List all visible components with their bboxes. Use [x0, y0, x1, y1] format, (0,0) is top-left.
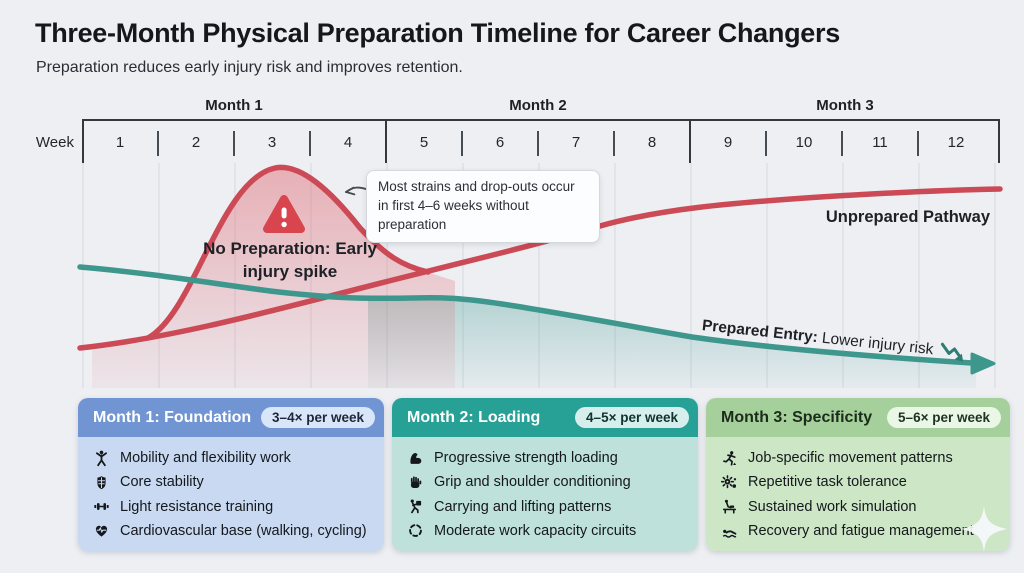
month-1-card-header: Month 1: Foundation 3–4× per week	[78, 398, 384, 437]
month-2-card-header: Month 2: Loading 4–5× per week	[392, 398, 698, 437]
month-3-card-body: Job-specific movement patterns Repetitiv…	[706, 437, 1010, 551]
prepared-entry-label: Prepared Entry: Lower injury risk	[701, 316, 992, 366]
list-item: Cardiovascular base (walking, cycling)	[93, 519, 374, 543]
prepared-arrowhead	[970, 352, 996, 375]
week-number: 11	[872, 134, 888, 151]
month-1-card: Month 1: Foundation 3–4× per week Mobili…	[78, 398, 384, 551]
month-3-label: Month 3	[816, 97, 874, 114]
dumbbell-icon	[94, 503, 109, 511]
heart-pulse-icon	[95, 526, 108, 537]
month-2-card: Month 2: Loading 4–5× per week Progressi…	[392, 398, 698, 551]
sparkle-icon	[961, 506, 1007, 552]
list-item: Carrying and lifting patterns	[407, 495, 688, 519]
card-title: Month 1: Foundation	[93, 408, 252, 426]
week-number: 2	[191, 134, 201, 151]
week-number: 7	[571, 134, 581, 151]
page-subtitle: Preparation reduces early injury risk an…	[36, 59, 463, 76]
stretch-person-icon	[96, 450, 107, 466]
list-item: Mobility and flexibility work	[93, 446, 374, 470]
unprepared-pathway-label: Unprepared Pathway	[825, 208, 990, 226]
axis-tick	[82, 119, 84, 163]
axis-tick	[998, 119, 1000, 163]
week-tick	[233, 131, 235, 156]
unprepared-spike-curve	[145, 164, 431, 341]
recovery-rest-icon	[722, 530, 737, 539]
list-item: Light resistance training	[93, 495, 374, 519]
week-tick	[157, 131, 159, 156]
month-1-label: Month 1	[205, 97, 263, 114]
list-item: Sustained work simulation	[721, 495, 1000, 519]
circuit-loop-icon	[409, 524, 422, 538]
list-item: Moderate work capacity circuits	[407, 519, 688, 543]
month-3-card-header: Month 3: Specificity 5–6× per week	[706, 398, 1010, 437]
month-axis-line	[82, 119, 1000, 121]
gears-icon	[721, 474, 737, 489]
week-number: 9	[723, 134, 733, 151]
month-3-card: Month 3: Specificity 5–6× per week Job-s…	[706, 398, 1010, 551]
week-number: 4	[343, 134, 353, 151]
month-2-card-body: Progressive strength loading Grip and sh…	[392, 437, 698, 551]
week-number: 12	[947, 134, 965, 151]
carry-person-icon	[410, 499, 422, 514]
prepared-curve	[77, 264, 975, 366]
week-number: 10	[795, 134, 813, 151]
week-tick	[765, 131, 767, 156]
trend-down-arrow-icon	[940, 342, 963, 362]
frequency-badge: 4–5× per week	[575, 407, 689, 428]
list-item: Job-specific movement patterns	[721, 446, 1000, 470]
glove-hand-icon	[410, 476, 422, 488]
frequency-badge: 5–6× per week	[887, 407, 1001, 428]
list-item: Grip and shoulder conditioning	[407, 470, 688, 494]
list-item: Progressive strength loading	[407, 446, 688, 470]
week-tick	[537, 131, 539, 156]
spike-label: No Preparation: Early injury spike	[203, 239, 377, 281]
week-tick	[917, 131, 919, 156]
month-2-label: Month 2	[509, 97, 567, 114]
card-title: Month 3: Specificity	[721, 408, 873, 426]
week-tick	[841, 131, 843, 156]
week-number: 5	[419, 134, 429, 151]
week-number: 6	[495, 134, 505, 151]
callout-note: Most strains and drop-outs occur in firs…	[366, 170, 600, 243]
prepared-area-fill	[368, 297, 976, 388]
axis-tick	[689, 119, 691, 163]
week-number: 1	[115, 134, 125, 151]
week-tick	[461, 131, 463, 156]
week-axis-caption: Week	[35, 134, 74, 151]
card-title: Month 2: Loading	[407, 408, 541, 426]
month-1-card-body: Mobility and flexibility work Core stabi…	[78, 437, 384, 551]
list-item: Core stability	[93, 470, 374, 494]
running-person-icon	[723, 450, 737, 466]
core-icon	[97, 476, 106, 490]
week-tick	[309, 131, 311, 156]
week-number: 3	[267, 134, 277, 151]
bicep-icon	[410, 452, 422, 464]
list-item: Repetitive task tolerance	[721, 470, 1000, 494]
list-item: Recovery and fatigue management	[721, 519, 1000, 543]
frequency-badge: 3–4× per week	[261, 407, 375, 428]
axis-tick	[385, 119, 387, 163]
week-number: 8	[647, 134, 657, 151]
page-title: Three-Month Physical Preparation Timelin…	[35, 18, 840, 48]
work-desk-icon	[722, 499, 737, 514]
week-tick	[613, 131, 615, 156]
warning-icon	[263, 195, 305, 233]
